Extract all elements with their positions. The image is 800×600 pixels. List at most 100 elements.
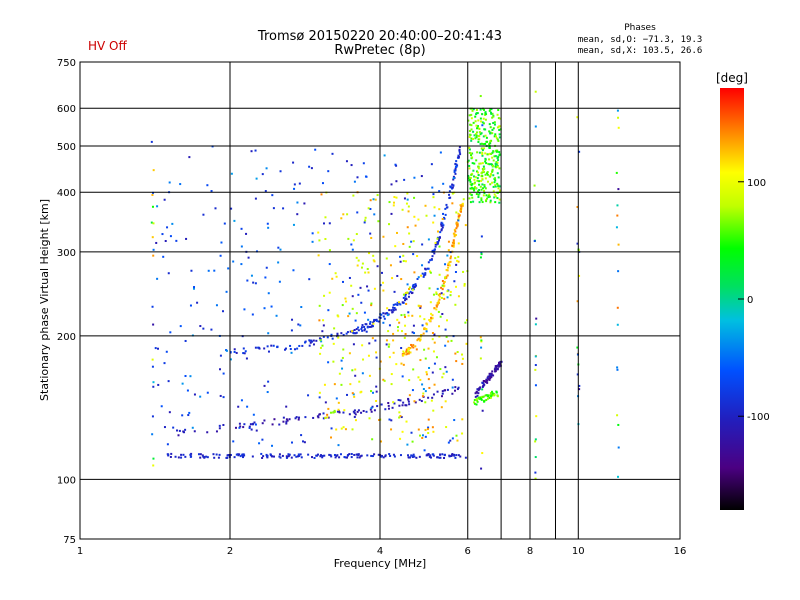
data-point [388,223,391,226]
data-point [160,405,163,408]
data-point [447,249,450,252]
data-point [534,438,537,441]
phase-title: Phases [624,23,656,33]
data-point [392,401,395,404]
data-point [377,320,380,323]
data-point [477,119,480,122]
data-point [330,436,333,439]
data-point [535,317,538,320]
data-point [446,290,449,293]
data-point [498,201,501,204]
data-point [376,194,379,197]
data-point [483,191,486,194]
data-point [447,266,450,269]
data-point [356,176,359,179]
data-point [156,205,159,208]
data-point [468,197,471,200]
data-point [336,332,339,335]
data-point [434,241,437,244]
data-point [240,263,243,266]
data-point [438,295,441,298]
data-point [395,363,398,366]
data-point [461,362,464,365]
data-point [150,221,153,224]
data-point [483,184,486,187]
data-point [414,224,417,227]
data-point [351,369,354,372]
data-point [382,281,385,284]
data-point [285,420,288,423]
data-point [406,283,409,286]
data-point [439,151,442,154]
data-point [291,318,294,321]
data-point [307,394,310,397]
data-point [435,243,438,246]
data-point [163,426,166,429]
data-point [406,291,409,294]
data-point [169,331,172,334]
data-point [402,293,405,296]
data-point [435,356,438,359]
data-point [472,108,475,111]
data-point [578,384,581,387]
data-point [438,245,441,248]
data-point [392,453,395,456]
data-point [348,312,351,315]
data-point [455,211,458,214]
data-point [493,181,496,184]
data-point [491,169,494,172]
data-point [189,455,192,458]
data-point [229,351,232,354]
data-point [488,109,491,112]
data-point [456,259,459,262]
data-point [308,344,311,347]
data-point [243,423,246,426]
data-point [356,264,359,267]
data-point [448,454,451,457]
data-point [181,382,184,385]
data-point [365,175,368,178]
data-point [395,180,398,183]
data-point [255,429,258,432]
data-point [444,366,447,369]
data-point [185,237,188,240]
data-point [486,381,489,384]
data-point [475,398,478,401]
data-point [494,162,497,165]
data-point [412,453,415,456]
data-point [178,429,181,432]
data-point [498,129,501,132]
data-point [438,293,441,296]
data-point [492,115,495,118]
data-point [197,453,200,456]
data-point [481,113,484,116]
data-point [275,314,278,317]
data-point [351,428,354,431]
data-point [219,254,222,257]
data-point [334,456,337,459]
data-point [534,456,537,459]
data-point [454,165,457,168]
data-point [491,128,494,131]
data-point [427,267,430,270]
data-point [288,418,291,421]
data-point [410,240,413,243]
data-point [340,359,343,362]
data-point [266,345,269,348]
data-point [362,358,365,361]
data-point [445,335,448,338]
data-point [436,241,439,244]
data-point [446,206,449,209]
data-point [388,418,391,421]
data-point [188,411,191,414]
data-point [498,136,501,139]
data-point [288,453,291,456]
data-point [469,201,472,204]
data-point [577,249,580,252]
data-point [455,163,458,166]
data-point [316,415,319,418]
data-point [454,456,457,459]
data-point [446,254,449,257]
data-point [441,288,444,291]
data-point [218,427,221,430]
